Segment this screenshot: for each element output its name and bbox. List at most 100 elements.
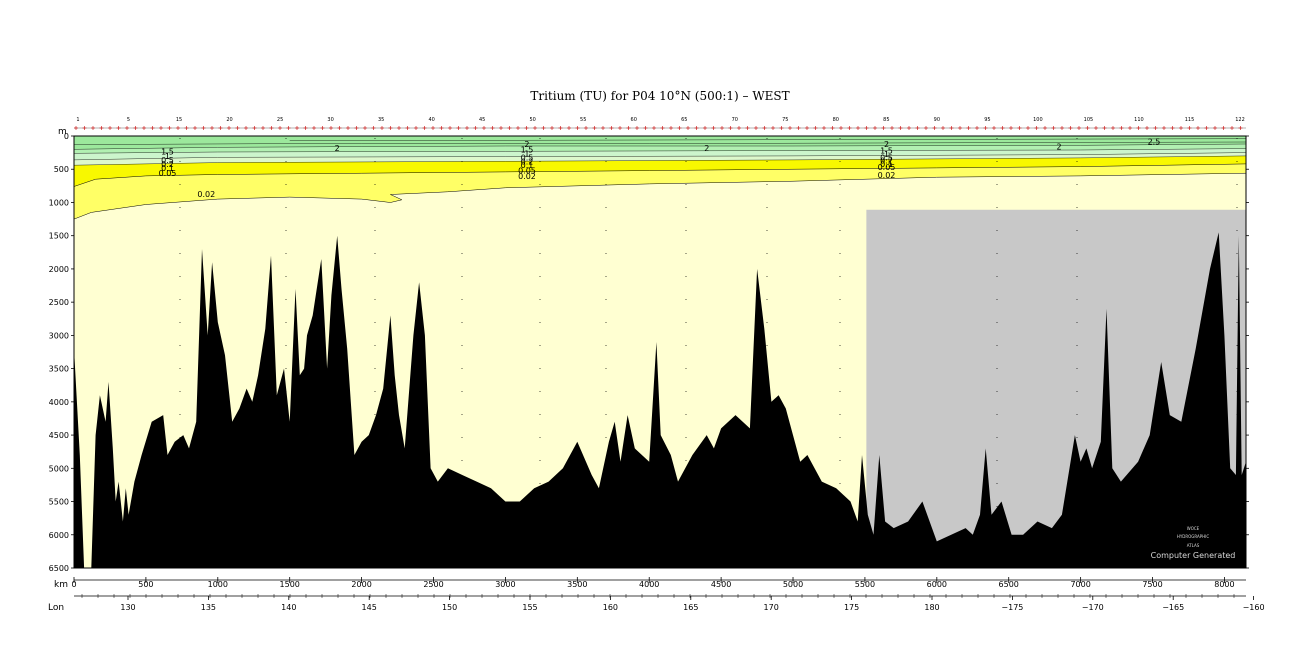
depth-tick-label: 6500 [49, 564, 69, 573]
contour-label: 0.2 [521, 157, 534, 166]
station-label: 75 [782, 117, 788, 123]
contour-label: 0.05 [159, 169, 177, 178]
distance-tick-label: 500 [138, 580, 153, 589]
contour-label: 0.1 [521, 161, 534, 170]
depth-tick-label: 3500 [49, 365, 69, 374]
lon-tick-label: −165 [1162, 603, 1184, 612]
station-label: 25 [277, 117, 283, 123]
depth-tick-label: 5500 [49, 498, 69, 507]
lon-tick-label: 130 [120, 603, 135, 612]
station-label: 70 [732, 117, 738, 123]
contour-label: 0.05 [518, 167, 536, 176]
contour-label: 2 [1057, 143, 1062, 152]
station-label: 15 [176, 117, 182, 123]
depth-tick-label: 4500 [49, 431, 69, 440]
contour-label: 1.5 [161, 147, 174, 156]
station-label: 5 [127, 117, 130, 123]
lon-tick-label: −170 [1082, 603, 1104, 612]
station-label: 55 [580, 117, 586, 123]
contour-label: 2 [704, 144, 709, 153]
bathymetry [74, 232, 1246, 568]
distance-tick-label: 3500 [567, 580, 587, 589]
credit-atlas: ATLAS [1187, 543, 1200, 548]
distance-axis-label: km [54, 580, 68, 590]
plot-area: 0500100015002000250030003500400045005000… [49, 117, 1265, 612]
contour-line-0 [73, 141, 1247, 145]
distance-tick-label: 3000 [495, 580, 515, 589]
station-label: 35 [378, 117, 384, 123]
contour-label: 0.5 [161, 156, 174, 165]
station-label: 50 [530, 117, 536, 123]
station-label: 122 [1235, 117, 1245, 123]
station-label: 80 [833, 117, 839, 123]
station-label: 90 [934, 117, 940, 123]
depth-tick-label: 1500 [49, 232, 69, 241]
contour-label: 0.5 [521, 153, 534, 162]
credit-hydrographic: HYDROGRAPHIC [1177, 534, 1210, 539]
lon-tick-label: 175 [844, 603, 859, 612]
contour-label: 1 [165, 152, 170, 161]
depth-tick-label: 1000 [49, 198, 69, 207]
station-label: 85 [883, 117, 889, 123]
lon-tick-label: 170 [764, 603, 779, 612]
station-label: 40 [428, 117, 434, 123]
credit-woce: WOCE [1187, 526, 1200, 531]
distance-tick-label: 8000 [1214, 580, 1234, 589]
distance-tick-label: 4500 [711, 580, 731, 589]
depth-axis-label: m [58, 127, 67, 137]
contour-label: 0.02 [518, 172, 536, 181]
distance-tick-label: 1500 [280, 580, 300, 589]
distance-tick-label: 6000 [927, 580, 947, 589]
lon-tick-label: 165 [683, 603, 698, 612]
depth-tick-label: 0 [64, 132, 69, 141]
contour-label: 1 [884, 150, 889, 159]
lon-tick-label: 160 [603, 603, 618, 612]
contour-label: 1.5 [880, 147, 893, 156]
distance-tick-label: 1000 [208, 580, 228, 589]
distance-tick-label: 7000 [1070, 580, 1090, 589]
contour-label: 0.02 [197, 190, 215, 199]
station-label: 95 [984, 117, 990, 123]
plot-frame [73, 135, 1247, 569]
contour-label: 0.05 [878, 163, 896, 172]
distance-tick-label: 7500 [1142, 580, 1162, 589]
depth-tick-label: 2500 [49, 298, 69, 307]
distance-tick-label: 2000 [351, 580, 371, 589]
lon-tick-label: −175 [1001, 603, 1023, 612]
station-label: 20 [226, 117, 232, 123]
lon-tick-label: 180 [924, 603, 939, 612]
station-label: 65 [681, 117, 687, 123]
distance-tick-label: 5500 [855, 580, 875, 589]
station-label: 45 [479, 117, 485, 123]
depth-tick-label: 4000 [49, 398, 69, 407]
depth-tick-label: 2000 [49, 265, 69, 274]
distance-tick-label: 6500 [999, 580, 1019, 589]
depth-tick-label: 5000 [49, 464, 69, 473]
station-label: 105 [1084, 117, 1094, 123]
station-label: 30 [327, 117, 333, 123]
station-label: 100 [1033, 117, 1043, 123]
lon-tick-label: −160 [1243, 603, 1265, 612]
station-label: 1 [76, 117, 79, 123]
depth-tick-label: 3000 [49, 331, 69, 340]
station-label: 110 [1134, 117, 1144, 123]
credit-computer-generated: Computer Generated [1151, 551, 1236, 560]
contour-label: 1.5 [521, 145, 534, 154]
lon-tick-label: 140 [281, 603, 296, 612]
contour-label: 2 [524, 140, 529, 149]
contour-label: 2 [335, 144, 340, 153]
distance-tick-label: 4000 [639, 580, 659, 589]
contour-label: 1 [524, 149, 529, 158]
woce-credit: WOCE HYDROGRAPHIC ATLAS Computer Generat… [1151, 526, 1236, 560]
lon-tick-label: 155 [522, 603, 537, 612]
chart-title: Tritium (TU) for P04 10°N (500:1) – WEST [530, 89, 789, 103]
contour-label: 0.1 [161, 164, 174, 173]
lon-tick-label: 145 [362, 603, 377, 612]
distance-tick-label: 0 [71, 580, 76, 589]
station-label: 115 [1185, 117, 1195, 123]
distance-tick-label: 2500 [423, 580, 443, 589]
contour-label: 0.2 [161, 160, 174, 169]
contour-label: 0.02 [878, 171, 896, 180]
contour-label: 2 [884, 140, 889, 149]
